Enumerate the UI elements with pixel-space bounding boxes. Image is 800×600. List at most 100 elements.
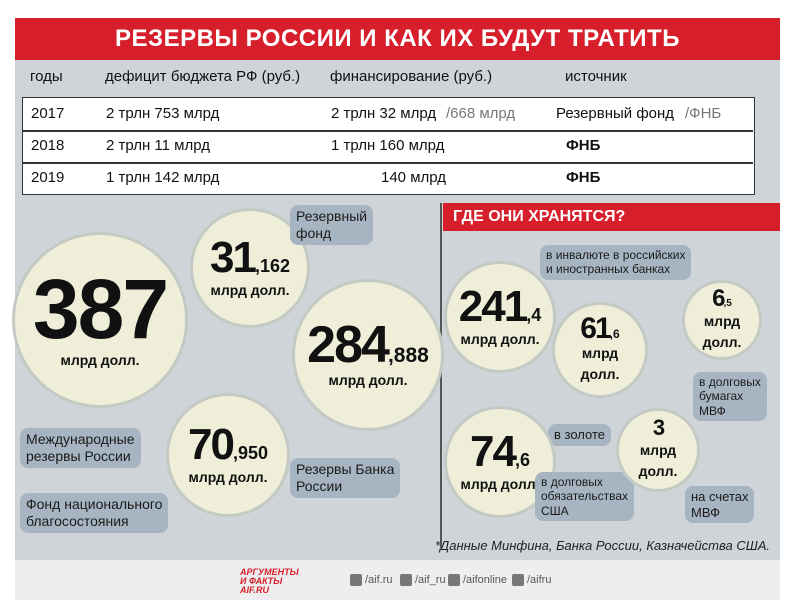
table-cell: 2018 bbox=[31, 137, 65, 154]
social-link[interactable]: /aifru bbox=[512, 574, 551, 586]
bubble-unit: млрд долл. bbox=[580, 345, 620, 382]
value-integer: 74 bbox=[470, 427, 517, 477]
label-line: России bbox=[296, 477, 343, 494]
bubble-value: 61,6 bbox=[580, 312, 620, 345]
bubble-value: 3 bbox=[652, 415, 665, 440]
bubble-value: 74,6 bbox=[470, 430, 530, 474]
table-cell: 2 трлн 11 млрд bbox=[106, 137, 210, 154]
label-line: в долговых bbox=[541, 475, 603, 489]
bubble: 61,6 млрд долл. bbox=[552, 302, 648, 398]
social-link[interactable]: /aifonline bbox=[448, 574, 507, 586]
social-link[interactable]: /aif.ru bbox=[350, 574, 393, 586]
label-line: Резервный bbox=[296, 208, 368, 224]
value-fraction: ,4 bbox=[526, 305, 542, 326]
label-line: МВФ bbox=[691, 504, 720, 520]
social-icon bbox=[350, 574, 362, 586]
value-fraction: ,162 bbox=[254, 256, 290, 277]
table-cell: 140 млрд bbox=[381, 169, 447, 186]
label-line: благосостояния bbox=[26, 512, 129, 529]
column-header: годы bbox=[30, 68, 63, 85]
label-line: МВФ bbox=[699, 403, 726, 418]
bubble-label: в инвалюте в российских и иностранных бан… bbox=[540, 245, 692, 280]
label-line: Фонд национального bbox=[26, 496, 163, 512]
value-integer: 284 bbox=[307, 315, 390, 374]
bubble-unit: млрд долл. bbox=[210, 281, 290, 298]
social-text: /aif_ru bbox=[415, 574, 446, 586]
bubble: 387 млрд долл. bbox=[12, 232, 188, 408]
table-cell: 1 трлн 160 млрд bbox=[331, 137, 445, 154]
table-cell: 2019 bbox=[31, 169, 65, 186]
social-text: /aifonline bbox=[463, 574, 508, 586]
label-line: резервы России bbox=[26, 447, 131, 464]
table-cell: 2017 bbox=[31, 105, 65, 122]
bubble-unit: млрд долл. bbox=[188, 468, 268, 485]
footnote: *Данные Минфина, Банка России, Казначейс… bbox=[435, 538, 770, 553]
logo-line: И ФАКТЫ bbox=[240, 576, 283, 586]
bubble: 241,4 млрд долл. bbox=[444, 261, 556, 373]
value-integer: 387 bbox=[32, 262, 169, 357]
row-separator bbox=[23, 130, 753, 132]
table-cell: Резервный фонд bbox=[556, 105, 675, 122]
social-link[interactable]: /aif_ru bbox=[400, 574, 446, 586]
label-line: Международные bbox=[26, 431, 135, 447]
social-icon bbox=[448, 574, 460, 586]
bubble-label: в золоте bbox=[548, 424, 611, 446]
bubble-value: 241,4 bbox=[459, 285, 542, 329]
table-cell: 2 трлн 32 млрд bbox=[331, 105, 437, 122]
bubble-unit: млрд долл. bbox=[638, 442, 678, 479]
label-line: фонд bbox=[296, 224, 332, 241]
value-fraction: ,6 bbox=[514, 450, 530, 471]
bubble-value: 31,162 bbox=[210, 236, 290, 280]
table-cell: ФНБ bbox=[566, 137, 601, 154]
label-line: бумагах bbox=[699, 389, 744, 404]
column-header: финансирование (руб.) bbox=[330, 68, 493, 85]
social-icon bbox=[512, 574, 524, 586]
bubble-label: на счетах МВФ bbox=[685, 486, 755, 524]
bubble-label: Фонд национального благосостояния bbox=[20, 493, 169, 533]
value-fraction: ,888 bbox=[387, 343, 429, 367]
bubble: 3 млрд долл. bbox=[616, 408, 700, 492]
social-text: /aif.ru bbox=[365, 574, 393, 586]
label-line: на счетах bbox=[691, 489, 749, 504]
value-integer: 3 bbox=[652, 415, 665, 440]
bubble-unit: млрд долл. bbox=[702, 312, 742, 350]
title: РЕЗЕРВЫ РОССИИ И КАК ИХ БУДУТ ТРАТИТЬ bbox=[15, 18, 780, 60]
section-title: ГДЕ ОНИ ХРАНЯТСЯ? bbox=[443, 203, 780, 231]
bubble-value: 387 bbox=[33, 267, 169, 351]
table-cell: 2 трлн 753 млрд bbox=[106, 105, 220, 122]
table-cell: ФНБ bbox=[566, 169, 601, 186]
logo-line: АРГУМЕНТЫ bbox=[240, 567, 299, 577]
bubble-label: Резервный фонд bbox=[290, 205, 374, 245]
logo: АРГУМЕНТЫ И ФАКТЫ AIF.RU bbox=[240, 568, 299, 595]
label-line: в инвалюте в российских bbox=[546, 248, 686, 262]
label-line: США bbox=[541, 503, 569, 518]
table-cell: 1 трлн 142 млрд bbox=[106, 169, 220, 186]
bubble-value: 6,5 bbox=[712, 284, 732, 312]
column-header: дефицит бюджета РФ (руб.) bbox=[105, 68, 301, 85]
label-line: и иностранных банках bbox=[546, 262, 671, 277]
value-integer: 6 bbox=[712, 284, 725, 312]
value-integer: 31 bbox=[210, 233, 257, 283]
social-icon bbox=[400, 574, 412, 586]
footer: АРГУМЕНТЫ И ФАКТЫ AIF.RU/aif.ru/aif_ru/aif… bbox=[15, 560, 780, 600]
bubble-unit: млрд долл. bbox=[60, 351, 140, 368]
label-line: в золоте bbox=[554, 427, 605, 442]
label-line: в долговых bbox=[699, 375, 761, 389]
value-fraction: ,6 bbox=[609, 327, 620, 341]
social-text: /aifru bbox=[527, 574, 552, 586]
table-cell: /668 млрд bbox=[446, 105, 516, 122]
bubble-value: 284,888 bbox=[307, 319, 429, 371]
column-header: источник bbox=[565, 68, 627, 85]
value-integer: 70 bbox=[188, 420, 235, 470]
bubble-unit: млрд долл. bbox=[460, 475, 540, 492]
value-fraction: ,950 bbox=[232, 443, 268, 464]
bubble-label: в долговых обязательствах США bbox=[535, 472, 634, 522]
value-integer: 61 bbox=[580, 312, 611, 345]
value-fraction: ,5 bbox=[723, 297, 732, 309]
label-line: Резервы Банка bbox=[296, 461, 395, 477]
bubble-label: Резервы Банка России bbox=[290, 458, 401, 498]
bubble-label: Международные резервы России bbox=[20, 428, 141, 468]
bubble-unit: млрд долл. bbox=[460, 330, 540, 347]
bubble: 70,950 млрд долл. bbox=[166, 393, 290, 517]
